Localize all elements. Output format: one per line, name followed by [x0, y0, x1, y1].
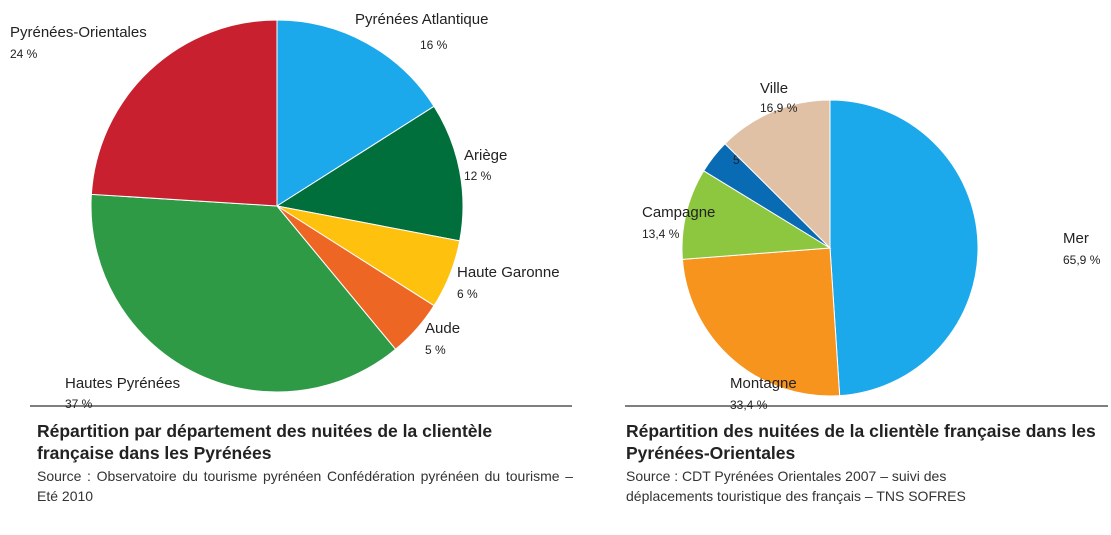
slice-value: 6 % [457, 287, 478, 301]
slice-value: 16 % [420, 38, 448, 52]
caption: Répartition par département des nuitées … [37, 420, 573, 506]
slice-label: Haute Garonne [457, 264, 560, 281]
slice-label: Ville [760, 80, 788, 97]
pie-slice [829, 99, 979, 397]
slice-value: 5 % [425, 343, 446, 357]
slice-label: Ariège [464, 147, 507, 164]
caption: Répartition des nuitées de la clientèle … [626, 420, 1106, 506]
chart-title: Répartition des nuitées de la clientèle … [626, 421, 1096, 463]
slice-value: 12 % [464, 169, 492, 183]
chart-title: Répartition par département des nuitées … [37, 421, 493, 463]
slice-value: 13,4 % [642, 227, 680, 241]
pie-slice [681, 247, 841, 397]
slice-label: Campagne [642, 204, 715, 221]
pie-slice [276, 19, 435, 207]
pie-slice [681, 170, 832, 260]
slice-label: Hautes Pyrénées [65, 375, 180, 392]
slice-label: Pyrénées-Orientales [10, 24, 147, 41]
pie-slice [724, 99, 831, 250]
pie-slice [275, 105, 464, 242]
pie-slice [90, 193, 397, 393]
slice-value: 16,9 % [760, 101, 798, 115]
source: Source : CDT Pyrénées Orientales 2007 – … [626, 468, 966, 504]
slice-value: 33,4 % [730, 398, 768, 412]
slice-label: Montagne [730, 375, 797, 392]
slice-value: 24 % [10, 47, 38, 61]
slice-value: 37 % [65, 397, 93, 411]
source: Source : Observatoire du tourisme pyréné… [37, 468, 573, 504]
slice-label: Aude [425, 320, 460, 337]
slice-value: 65,9 % [1063, 253, 1101, 267]
slice-label: Mer [1063, 230, 1089, 247]
slice-label: Pyrénées Atlantique [355, 11, 488, 28]
pie-slice [90, 19, 278, 207]
